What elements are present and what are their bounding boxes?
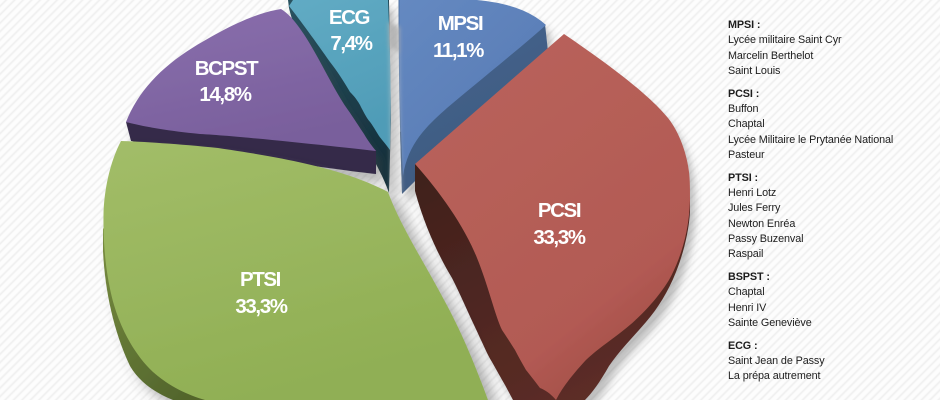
svg-text:14,8%: 14,8% xyxy=(199,83,251,106)
svg-text:MPSI: MPSI xyxy=(438,12,483,35)
svg-text:BCPST: BCPST xyxy=(195,57,259,80)
svg-text:ECG: ECG xyxy=(329,6,370,29)
svg-text:PCSI: PCSI xyxy=(538,199,581,222)
svg-text:11,1%: 11,1% xyxy=(433,39,484,62)
svg-text:PTSI: PTSI xyxy=(240,268,281,291)
svg-text:7,4%: 7,4% xyxy=(330,32,372,55)
svg-text:33,3%: 33,3% xyxy=(533,226,585,249)
svg-text:33,3%: 33,3% xyxy=(235,295,287,318)
